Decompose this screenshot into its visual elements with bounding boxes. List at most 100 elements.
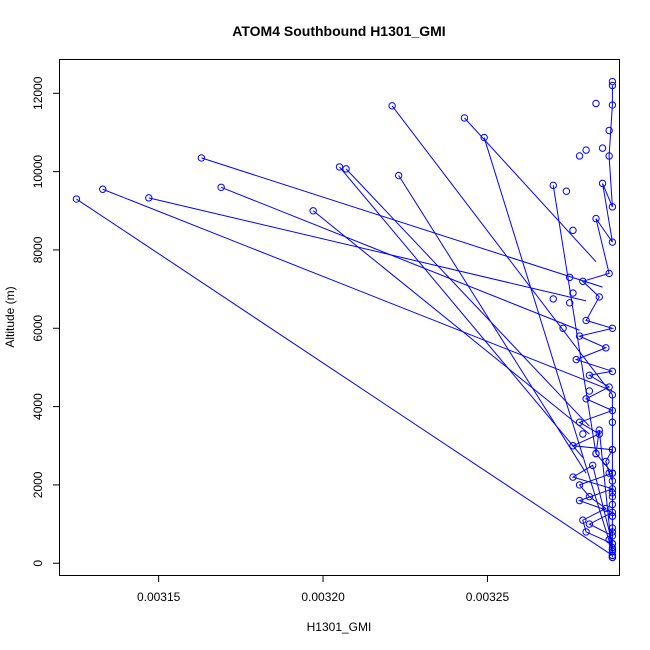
- data-point: [595, 430, 603, 438]
- plot-frame: [59, 59, 620, 576]
- data-point: [608, 445, 617, 454]
- data-point: [565, 273, 574, 282]
- data-point: [608, 547, 617, 556]
- data-point: [608, 406, 617, 415]
- y-tick-label: 10000: [31, 155, 45, 189]
- series-segment: [76, 198, 613, 556]
- data-point: [394, 171, 403, 180]
- data-point: [608, 528, 617, 536]
- data-point: [605, 126, 613, 135]
- data-point: [575, 152, 584, 160]
- data-point: [605, 469, 613, 477]
- data-point: [608, 77, 617, 86]
- data-point: [569, 226, 577, 235]
- data-point: [585, 371, 594, 379]
- data-point: [608, 367, 617, 376]
- x-tick-label: 0.00315: [137, 590, 181, 604]
- data-point: [582, 395, 590, 403]
- data-point: [575, 481, 584, 489]
- y-axis-label: Altitude (m): [3, 286, 17, 347]
- series-segment: [148, 197, 587, 302]
- data-point: [608, 492, 617, 501]
- data-point: [569, 442, 577, 450]
- series-segment: [464, 117, 597, 263]
- data-point: [99, 185, 107, 193]
- data-point: [582, 528, 590, 536]
- data-point: [575, 332, 584, 340]
- data-point: [460, 114, 469, 122]
- x-tick-label: 0.00325: [466, 590, 510, 604]
- data-point: [608, 539, 617, 548]
- series-segment: [398, 175, 587, 474]
- series-segment: [552, 185, 597, 454]
- data-point: [608, 485, 617, 493]
- data-point: [605, 152, 613, 160]
- y-tick-label: 12000: [31, 76, 45, 110]
- series-segment: [201, 157, 603, 288]
- data-point: [197, 154, 206, 162]
- data-point: [605, 269, 613, 278]
- data-point: [565, 299, 574, 307]
- data-point: [559, 324, 567, 332]
- data-point: [582, 146, 590, 154]
- data-point: [608, 203, 617, 211]
- data-point: [608, 324, 617, 332]
- data-point: [579, 516, 587, 524]
- data-point: [608, 543, 617, 552]
- y-tick-label: 2000: [31, 471, 45, 498]
- data-point: [608, 545, 617, 554]
- data-point: [608, 551, 617, 560]
- series-segment: [312, 210, 590, 435]
- data-point: [335, 163, 344, 171]
- data-point: [608, 489, 617, 497]
- chart-title: ATOM4 Southbound H1301_GMI: [232, 23, 445, 39]
- x-tick-label: 0.00320: [301, 590, 345, 604]
- data-point: [569, 289, 577, 297]
- data-point: [602, 344, 610, 352]
- series-segment: [220, 186, 580, 331]
- series-segment: [391, 105, 613, 396]
- series-lines: [76, 85, 615, 558]
- data-point: [602, 504, 610, 513]
- data-point: [608, 508, 617, 517]
- data-point: [605, 383, 613, 391]
- data-point: [579, 277, 587, 285]
- data-point: [608, 101, 617, 109]
- data-point: [342, 165, 350, 173]
- data-point: [608, 81, 617, 90]
- data-point: [575, 496, 584, 505]
- data-point: [480, 133, 488, 142]
- data-point: [388, 102, 396, 110]
- data-point: [608, 391, 617, 399]
- data-point: [575, 418, 584, 426]
- y-tick-label: 0: [31, 560, 45, 567]
- data-point: [595, 426, 603, 434]
- series-points: [72, 77, 617, 562]
- data-point: [592, 449, 600, 458]
- data-point: [585, 492, 594, 501]
- data-point: [608, 512, 617, 520]
- y-tick-label: 8000: [31, 236, 45, 263]
- y-tick-label: 4000: [31, 393, 45, 420]
- x-axis: 0.00315 0.00320 0.00325: [137, 575, 510, 604]
- series-segment: [345, 168, 590, 427]
- data-point: [608, 500, 617, 509]
- data-point: [585, 520, 594, 528]
- y-axis: 0 2000 4000 6000 8000 10000 12000: [31, 76, 60, 567]
- data-point: [598, 179, 607, 188]
- data-point: [585, 387, 594, 395]
- series-segment: [102, 188, 613, 392]
- data-point: [549, 181, 557, 190]
- data-point: [608, 469, 617, 477]
- data-point: [582, 316, 590, 325]
- data-point: [569, 473, 577, 481]
- data-point: [579, 430, 587, 438]
- y-tick-label: 6000: [31, 315, 45, 342]
- data-point: [608, 238, 617, 246]
- data-point: [608, 553, 617, 562]
- data-point: [217, 183, 225, 191]
- x-axis-label: H1301_GMI: [307, 620, 372, 634]
- data-point: [309, 207, 317, 215]
